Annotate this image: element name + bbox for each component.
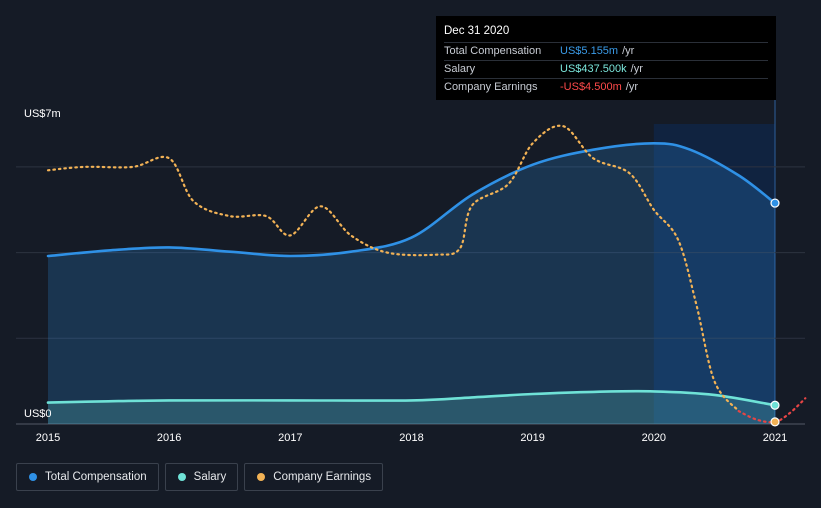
x-tick-label: 2019 — [520, 432, 544, 444]
y-tick-label: US$7m — [24, 108, 61, 120]
x-tick-label: 2015 — [36, 432, 60, 444]
tooltip-unit: /yr — [625, 81, 638, 93]
x-tick-label: 2018 — [399, 432, 423, 444]
series-lines — [46, 124, 807, 424]
marker-salary — [770, 400, 780, 410]
highlight-region — [653, 98, 776, 424]
legend-item-salary[interactable]: Salary — [164, 463, 239, 491]
tooltip-label: Total Compensation — [444, 45, 542, 57]
tooltip-row-salary: Salary US$437.500k /yr — [444, 60, 768, 78]
area-total-compensation — [48, 143, 775, 425]
tooltip-value: -US$4.500m — [560, 81, 622, 93]
tooltip-label: Salary — [444, 63, 476, 75]
legend-dot-icon — [29, 473, 37, 481]
marker-company-earnings — [770, 417, 780, 427]
tooltip-row-total-compensation: Total Compensation US$5.155m /yr — [444, 42, 768, 60]
tooltip-unit: /yr — [622, 45, 635, 57]
x-tick-label: 2021 — [763, 432, 787, 444]
line-salary — [46, 389, 777, 407]
tooltip-value: US$5.155m — [560, 45, 619, 57]
highlight-band — [653, 124, 775, 424]
tooltip-label: Company Earnings — [444, 81, 538, 93]
tooltip-unit: /yr — [630, 63, 643, 75]
legend-item-company-earnings[interactable]: Company Earnings — [244, 463, 384, 491]
legend: Total Compensation Salary Company Earnin… — [16, 463, 384, 491]
gridlines — [16, 166, 805, 425]
tooltip-date: Dec 31 2020 — [444, 25, 510, 37]
x-tick-label: 2017 — [278, 432, 302, 444]
legend-item-total-compensation[interactable]: Total Compensation — [16, 463, 159, 491]
legend-label: Salary — [193, 471, 227, 483]
line-company-earnings — [46, 124, 740, 413]
tooltip: Dec 31 2020 Total Compensation US$5.155m… — [436, 16, 776, 100]
legend-label: Company Earnings — [273, 471, 372, 483]
axis-labels: US$7m US$0 2015 2016 2017 2018 2019 2020 2021 — [24, 108, 787, 444]
legend-dot-icon — [257, 473, 266, 481]
series-areas — [48, 143, 775, 425]
end-markers — [770, 198, 780, 427]
x-tick-label: 2016 — [157, 432, 181, 444]
x-tick-label: 2020 — [642, 432, 666, 444]
marker-total-compensation — [770, 198, 780, 208]
legend-label: Total Compensation — [45, 471, 147, 483]
tooltip-row-company-earnings: Company Earnings -US$4.500m /yr — [444, 78, 768, 96]
y-tick-label: US$0 — [24, 408, 52, 420]
tooltip-value: US$437.500k — [560, 63, 627, 75]
area-salary — [48, 391, 775, 424]
line-total-compensation — [46, 141, 777, 258]
legend-dot-icon — [177, 473, 186, 481]
